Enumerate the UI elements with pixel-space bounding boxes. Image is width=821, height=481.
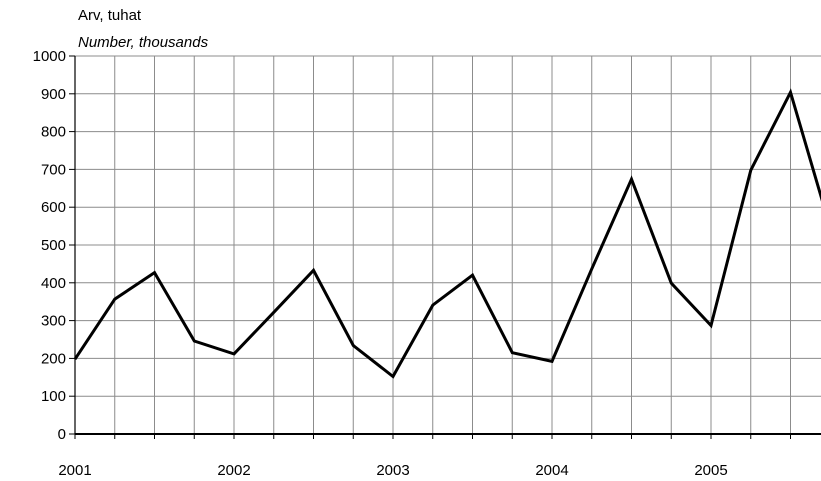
- y-tick-labels: 0 100 200 300 400 500 600 700 800 900 1000: [33, 48, 66, 443]
- x-tick-label: 2001: [58, 462, 91, 479]
- axes: [69, 55, 821, 439]
- y-axis-label-english: Number, thousands: [78, 34, 209, 51]
- x-tick-label: 2003: [376, 462, 409, 479]
- y-tick-label: 800: [41, 124, 66, 141]
- x-tick-label: 2005: [694, 462, 727, 479]
- y-axis-label: Arv, tuhat: [78, 7, 142, 24]
- x-tick-label: 2004: [535, 462, 568, 479]
- x-tick-label: 2002: [217, 462, 250, 479]
- series-line: [73, 88, 821, 379]
- y-tick-label: 100: [41, 388, 66, 405]
- y-tick-label: 600: [41, 199, 66, 216]
- y-tick-label: 200: [41, 350, 66, 367]
- y-tick-label: 400: [41, 275, 66, 292]
- y-tick-label: 500: [41, 237, 66, 254]
- y-tick-label: 900: [41, 86, 66, 103]
- grid: [75, 55, 821, 434]
- x-tick-labels: 2001 2002 2003 2004 2005: [58, 462, 727, 479]
- y-tick-label: 0: [58, 426, 66, 443]
- y-tick-label: 300: [41, 313, 66, 330]
- y-tick-label: 1000: [33, 48, 66, 65]
- y-tick-label: 700: [41, 161, 66, 178]
- series: [73, 88, 821, 379]
